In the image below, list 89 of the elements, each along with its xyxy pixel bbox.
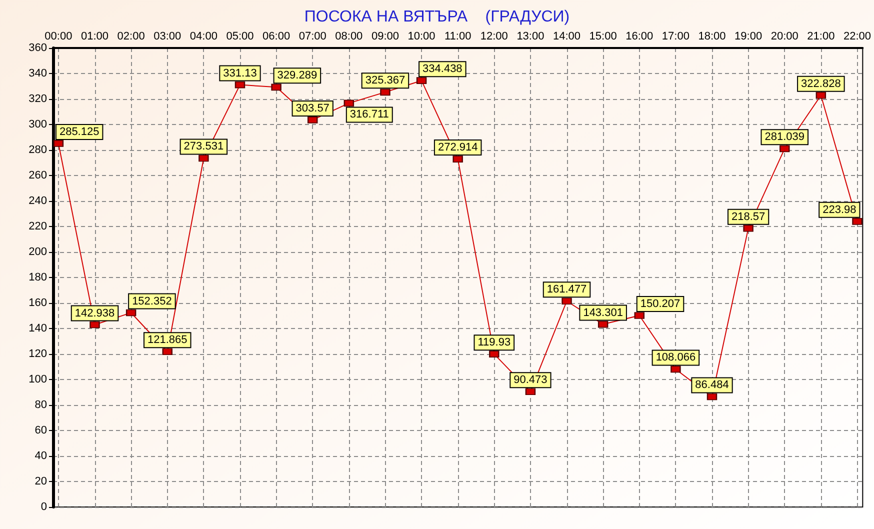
x-tick-label: 14:00 — [553, 30, 581, 42]
x-tick-label: 20:00 — [770, 30, 798, 42]
x-tick-label: 02:00 — [117, 30, 145, 42]
x-tick-label: 22:00 — [843, 30, 871, 42]
x-tick-label: 13:00 — [516, 30, 544, 42]
x-tick-label: 03:00 — [154, 30, 182, 42]
x-tick-label: 19:00 — [734, 30, 762, 42]
data-label: 303.57 — [296, 102, 330, 114]
y-tick-label: 320 — [28, 93, 47, 105]
y-tick-label: 0 — [40, 501, 47, 513]
point — [416, 77, 427, 84]
x-tick-label: 01:00 — [80, 30, 109, 42]
point — [852, 218, 862, 225]
y-tick-label: 140 — [28, 322, 47, 334]
point — [234, 81, 245, 88]
point — [489, 350, 500, 358]
x-tick-label: 04:00 — [190, 30, 218, 42]
y-tick-label: 20 — [34, 476, 47, 488]
y-tick-label: 200 — [28, 246, 47, 258]
data-label: 150.207 — [640, 298, 680, 310]
x-tick-label: 00:00 — [44, 30, 72, 42]
y-tick-label: 180 — [28, 272, 47, 284]
point — [816, 92, 826, 99]
data-label: 273.531 — [184, 140, 224, 153]
x-tick-label: 17:00 — [662, 30, 690, 42]
y-tick-label: 280 — [28, 144, 47, 156]
x-tick-label: 07:00 — [298, 30, 326, 42]
data-label: 86.484 — [695, 379, 729, 392]
point — [743, 224, 754, 232]
data-label: 272.914 — [438, 142, 478, 154]
y-tick-label: 360 — [28, 42, 47, 54]
x-tick-label: 15:00 — [589, 30, 617, 42]
x-tick-label: 16:00 — [626, 30, 654, 42]
x-tick-label: 09:00 — [371, 30, 399, 42]
data-label: 322.828 — [801, 78, 841, 90]
x-tick-label: 21:00 — [807, 30, 835, 42]
point — [452, 156, 463, 163]
point — [53, 140, 64, 147]
data-label: 90.473 — [514, 374, 548, 386]
data-label: 325.367 — [365, 74, 406, 87]
data-label: 108.066 — [656, 352, 696, 364]
y-tick-label: 220 — [28, 220, 47, 232]
point — [162, 348, 172, 356]
data-label: 334.438 — [422, 63, 462, 76]
point — [198, 154, 209, 162]
data-label: 331.13 — [223, 67, 257, 80]
y-tick-label: 160 — [28, 297, 47, 309]
x-tick-label: 12:00 — [480, 30, 508, 42]
point — [562, 298, 572, 305]
point — [344, 100, 354, 107]
y-tick-label: 60 — [34, 424, 47, 436]
point — [126, 309, 136, 316]
point — [308, 116, 318, 124]
data-label: 281.039 — [764, 131, 804, 144]
y-tick-label: 340 — [28, 68, 47, 80]
y-tick-label: 40 — [34, 450, 47, 462]
point — [780, 145, 790, 152]
data-label: 119.93 — [478, 336, 511, 349]
data-label: 142.938 — [74, 307, 115, 320]
x-tick-label: 10:00 — [408, 30, 436, 42]
point — [525, 388, 536, 396]
point — [271, 84, 282, 91]
data-label: 161.477 — [546, 284, 587, 296]
y-tick-label: 100 — [28, 374, 47, 386]
y-tick-label: 120 — [28, 348, 47, 360]
data-label: 316.711 — [350, 108, 389, 121]
point — [634, 312, 644, 319]
point — [598, 320, 608, 328]
x-tick-label: 11:00 — [444, 30, 472, 42]
point — [90, 321, 100, 328]
x-tick-label: 18:00 — [698, 30, 726, 42]
y-tick-label: 300 — [28, 118, 47, 130]
data-label: 218.57 — [731, 210, 766, 223]
x-tick-label: 08:00 — [335, 30, 363, 42]
data-label: 121.865 — [147, 334, 188, 346]
data-label: 152.352 — [132, 295, 172, 308]
y-tick-label: 260 — [28, 170, 47, 182]
data-label: 285.125 — [59, 126, 100, 138]
x-tick-label: 05:00 — [226, 30, 254, 42]
point — [380, 88, 390, 96]
data-label: 143.301 — [583, 306, 623, 319]
point — [707, 393, 717, 400]
y-tick-label: 240 — [28, 195, 47, 207]
y-tick-label: 80 — [34, 399, 47, 411]
data-label: 223.98 — [822, 204, 856, 216]
data-label: 329.289 — [277, 70, 318, 82]
x-tick-label: 06:00 — [262, 30, 290, 42]
point — [670, 366, 681, 373]
chart-title: ПОСОКА НА ВЯТЪРА (ГРАДУСИ) — [304, 8, 570, 26]
